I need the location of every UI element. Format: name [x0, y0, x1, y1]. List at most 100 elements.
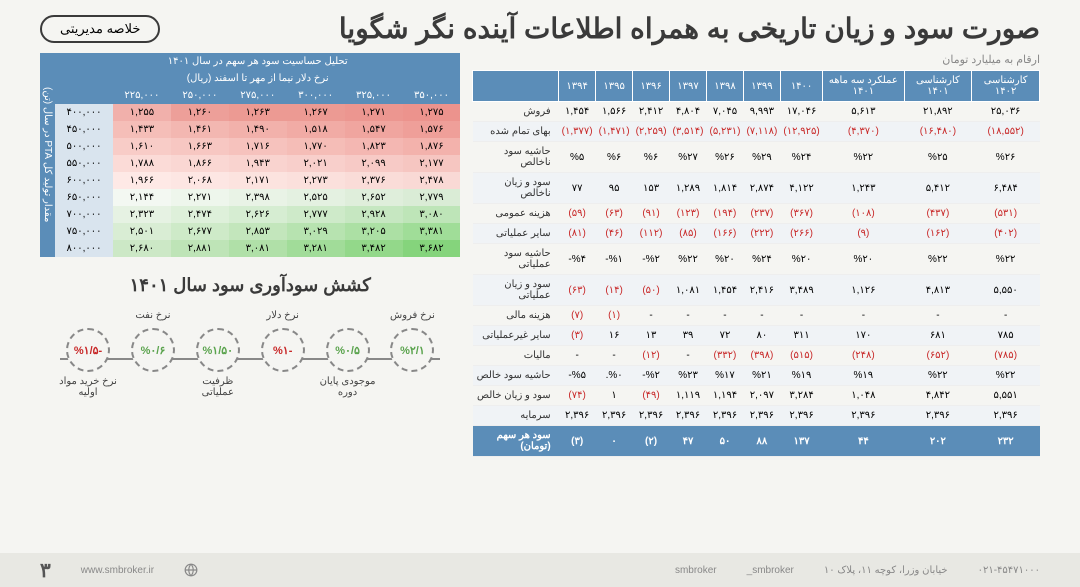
sens-row-head: ۴۵۰,۰۰۰	[55, 121, 113, 138]
fin-cell: %۱۹	[823, 366, 904, 386]
driver-label-bot: نرخ خرید مواد اولیه	[58, 376, 118, 402]
units-subtitle: ارقام به میلیارد تومان	[472, 53, 1040, 66]
fin-cell: (۱۸,۵۵۲)	[972, 122, 1040, 142]
driver-label-bot: موجودی پایان دوره	[318, 376, 378, 402]
fin-cell: (۴,۳۷۰)	[823, 122, 904, 142]
sens-cell: ۲,۴۷۴	[171, 206, 229, 223]
fin-cell: (۶۳)	[596, 204, 633, 224]
sens-side-label: مقدار تولید کل PTA در سال (تن)	[40, 53, 55, 257]
sens-row-head: ۵۵۰,۰۰۰	[55, 155, 113, 172]
fin-year-head: ۱۳۹۸	[706, 71, 743, 102]
fin-cell: ۵,۵۵۰	[972, 275, 1040, 306]
fin-cell: (۵,۲۳۱)	[706, 122, 743, 142]
fin-cell: %۱۷	[706, 366, 743, 386]
fin-cell: ۱۵۳	[633, 173, 670, 204]
fin-cell: (۱۱۲)	[633, 224, 670, 244]
sens-col-head: ۳۰۰,۰۰۰	[287, 87, 345, 104]
fin-cell: (۵۰)	[633, 275, 670, 306]
sens-title: تحلیل حساسیت سود هر سهم در سال ۱۴۰۱	[55, 53, 460, 70]
drivers-diagram: نرخ فروش %۲/۱ %۰/۵ موجودی پایان دوره نرخ…	[40, 310, 460, 420]
sens-cell: ۱,۶۱۰	[113, 138, 171, 155]
fin-cell: ۵,۴۱۲	[904, 173, 972, 204]
fin-cell: -	[780, 306, 822, 326]
fin-cell: ۴,۸۰۴	[670, 102, 707, 122]
fin-cell: %۲۱	[743, 366, 780, 386]
footer: ۰۲۱-۴۵۴۷۱۰۰۰ خیابان وزرا، کوچه ۱۱، پلاک …	[0, 553, 1080, 587]
sens-cell: ۲,۱۴۴	[113, 189, 171, 206]
sens-col-head: ۳۲۵,۰۰۰	[345, 87, 403, 104]
eps-cell: ۵۰	[706, 426, 743, 457]
fin-row-label: مالیات	[473, 346, 559, 366]
fin-cell: ۲,۳۹۶	[743, 406, 780, 426]
summary-button[interactable]: خلاصه مدیریتی	[40, 15, 160, 43]
fin-cell: (۱۲)	[633, 346, 670, 366]
fin-year-head: ۱۳۹۵	[596, 71, 633, 102]
sens-cell: ۱,۵۴۷	[345, 121, 403, 138]
eps-cell: ۲۳۲	[972, 426, 1040, 457]
fin-cell: ۴,۱۲۲	[780, 173, 822, 204]
fin-cell: (۹۱)	[633, 204, 670, 224]
fin-cell: ۱,۴۵۴	[706, 275, 743, 306]
fin-row-label: حاشیه سود ناخالص	[473, 142, 559, 173]
fin-cell: (۲۴۸)	[823, 346, 904, 366]
sens-cell: ۲,۷۷۷	[287, 206, 345, 223]
fin-cell: (۱,۳۷۷)	[559, 122, 596, 142]
fin-cell: (۱,۴۷۱)	[596, 122, 633, 142]
sens-cell: ۱,۲۷۵	[403, 104, 461, 121]
sensitivity-table: تحلیل حساسیت سود هر سهم در سال ۱۴۰۱ نرخ …	[55, 53, 460, 257]
fin-cell: ۸۰	[743, 326, 780, 346]
sens-col-head: ۲۷۵,۰۰۰	[229, 87, 287, 104]
fin-cell: %۲۹	[743, 142, 780, 173]
fin-cell: -	[670, 346, 707, 366]
sens-cell: ۲,۲۷۳	[287, 172, 345, 189]
sens-row-head: ۷۰۰,۰۰۰	[55, 206, 113, 223]
sens-cell: ۱,۷۷۰	[287, 138, 345, 155]
fin-cell: (۳۳۲)	[706, 346, 743, 366]
financial-table: کارشناسی ۱۴۰۲کارشناسی ۱۴۰۱عملکرد سه ماهه…	[472, 70, 1040, 457]
fin-cell: (۱۶۲)	[904, 224, 972, 244]
fin-cell: -	[596, 346, 633, 366]
fin-row-label: هزینه مالی	[473, 306, 559, 326]
driver-value: -%۱/۵	[66, 328, 110, 372]
fin-cell: ۲,۳۹۶	[823, 406, 904, 426]
fin-cell: ۴,۸۱۳	[904, 275, 972, 306]
fin-cell: ۲,۴۱۲	[633, 102, 670, 122]
fin-cell: -	[743, 306, 780, 326]
eps-cell: ۴۴	[823, 426, 904, 457]
fin-cell: ۵,۵۵۱	[972, 386, 1040, 406]
fin-cell: (۶۳)	[559, 275, 596, 306]
footer-web: www.smbroker.ir	[81, 565, 154, 576]
fin-cell: (۸۱)	[559, 224, 596, 244]
sens-cell: ۲,۲۷۱	[171, 189, 229, 206]
eps-cell: ۱۳۷	[780, 426, 822, 457]
fin-cell: ۱,۱۱۹	[670, 386, 707, 406]
globe-icon	[184, 563, 198, 577]
fin-cell: %۵	[559, 142, 596, 173]
fin-cell: ۹,۹۹۳	[743, 102, 780, 122]
driver-value: -%۱	[261, 328, 305, 372]
driver-value: %۰/۵	[326, 328, 370, 372]
fin-year-head: عملکرد سه ماهه ۱۴۰۱	[823, 71, 904, 102]
fin-cell: ۱۷,۰۴۶	[780, 102, 822, 122]
fin-cell: ۳۱۱	[780, 326, 822, 346]
driver-label-bot: ظرفیت عملیاتی	[188, 376, 248, 402]
fin-cell: ۳۹	[670, 326, 707, 346]
fin-cell: %۴-	[559, 244, 596, 275]
sens-col-head: ۲۵۰,۰۰۰	[171, 87, 229, 104]
eps-cell: ۸۸	[743, 426, 780, 457]
fin-cell: %۱-	[596, 244, 633, 275]
sens-cell: ۳,۰۸۰	[403, 206, 461, 223]
sens-cell: ۲,۰۲۱	[287, 155, 345, 172]
sens-cell: ۲,۰۶۸	[171, 172, 229, 189]
fin-cell: %۲۴	[780, 142, 822, 173]
fin-year-head: کارشناسی ۱۴۰۲	[972, 71, 1040, 102]
fin-cell: ۷۸۵	[972, 326, 1040, 346]
sens-cell: ۱,۵۷۶	[403, 121, 461, 138]
sens-cell: ۱,۲۷۱	[345, 104, 403, 121]
eps-cell: (۳)	[559, 426, 596, 457]
sens-cell: ۲,۷۷۹	[403, 189, 461, 206]
sens-row-head: ۸۰۰,۰۰۰	[55, 240, 113, 257]
sens-cell: ۲,۹۲۸	[345, 206, 403, 223]
fin-cell: (۴۳۷)	[904, 204, 972, 224]
fin-row-label: سود و زیان ناخالص	[473, 173, 559, 204]
